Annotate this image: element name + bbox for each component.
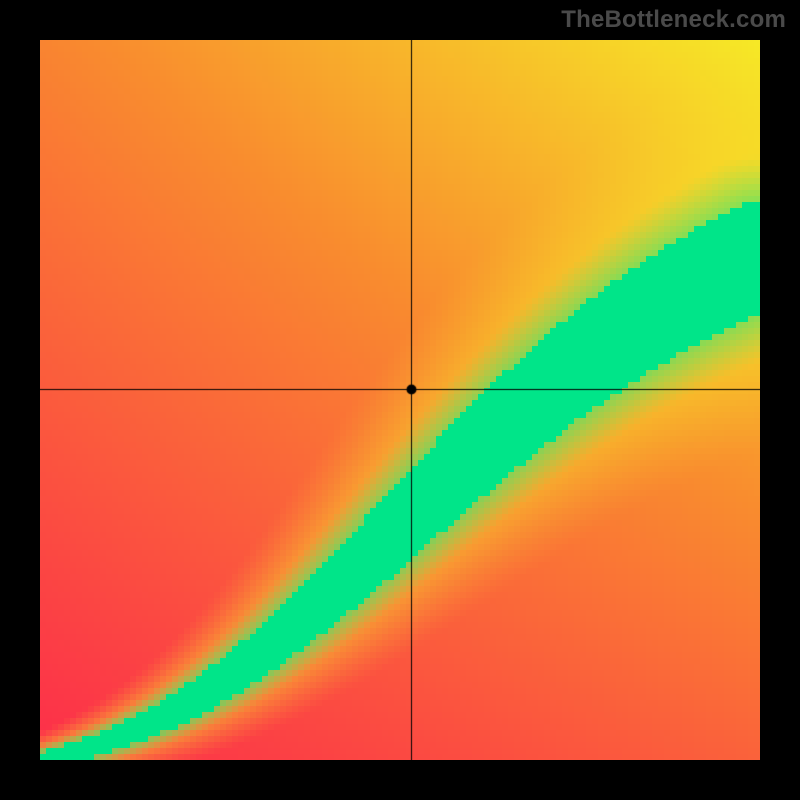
overlay-canvas	[40, 40, 760, 760]
watermark-text: TheBottleneck.com	[561, 6, 786, 34]
